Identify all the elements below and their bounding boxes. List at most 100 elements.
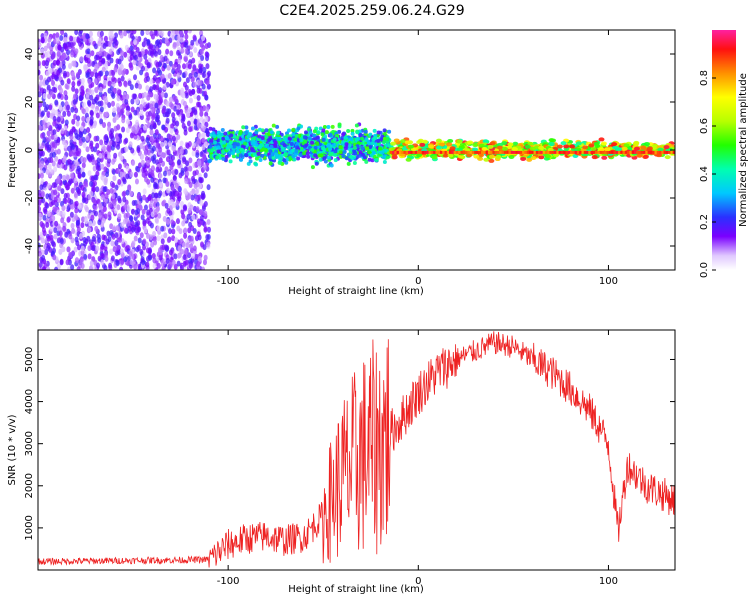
spectrogram-cell [127,80,132,87]
spectrogram-cell [149,103,154,110]
spectrogram-cell [501,141,508,146]
spectrogram-cell [167,141,172,148]
spectrogram-cell [101,66,106,73]
spectrogram-core-cell [592,150,596,154]
spectrogram-cell [96,30,101,37]
spectrogram-cell [162,177,167,184]
spectrogram-core-cell [455,150,459,154]
spectrogram-cell [102,79,107,86]
spectrogram-cell [125,93,130,100]
spectrogram-cell [84,218,89,225]
spectrogram-cell [254,156,259,161]
spectrogram-cell [254,143,259,148]
spectrogram-cell [71,228,76,235]
spectrogram-cell [90,214,95,221]
spectrogram-cell [113,66,118,73]
spectrogram-cell [164,126,169,133]
spectrogram-cell [178,228,183,235]
spectrogram-core-cell [492,150,495,154]
spectrogram-cell [329,163,334,168]
spectrogram-cell [48,124,53,131]
spectrogram-cell [361,152,366,157]
spectrogram-cell [206,184,211,191]
spectrogram-cell [544,154,551,159]
spectrogram-cell [153,30,158,36]
spectrogram-cell [40,110,45,117]
spectrogram-cell [286,145,291,150]
spectrogram-cell [76,80,81,87]
spectrogram-cell [180,167,185,174]
spectrogram-cell [51,151,56,158]
spectrogram-cell [171,135,176,142]
spectrogram-cell [171,64,176,71]
spectrogram-cell [118,80,123,87]
spectrogram-cell [146,114,151,121]
spectrogram-cell [120,259,125,266]
spectrogram-cell [175,109,180,116]
spectrogram-cell [78,95,83,102]
spectrogram-cell [101,234,106,241]
spectrogram-cell [155,84,160,91]
spectrogram-cell [349,137,354,142]
spectrogram-cell [442,153,449,158]
spectrogram-cell [62,157,67,164]
spectrogram-cell [62,111,67,118]
spectrogram-cell [177,158,182,165]
spectrogram-cell [86,99,91,106]
spectrogram-cell [102,205,107,212]
spectrogram-cell [382,159,387,164]
spectrogram-cell [79,125,84,132]
spectrogram-cell [125,212,130,219]
spectrogram-cell [481,146,488,151]
spectrogram-cell [99,118,104,125]
spectrogram-core-cell [515,150,518,154]
spectrogram-cell [54,99,59,106]
spectrogram-cell [43,115,48,122]
spectrogram-cell [273,140,278,145]
spectrogram-core-cell [471,150,475,154]
spectrogram-cell [165,100,170,107]
spectrogram-cell [199,107,204,114]
spectrogram-cell [123,203,128,210]
spectrogram-cell [93,96,98,103]
spectrogram-cell [40,197,45,204]
spectrogram-cell [174,168,179,175]
spectrogram-cell [59,238,64,245]
spectrogram-cell [55,32,60,39]
spectrogram-cell [108,201,113,208]
spectrogram-cell [106,54,111,61]
spectrogram-cell [96,233,101,240]
spectrogram-cell [129,45,134,52]
spectrogram-cell [125,165,130,172]
spectrogram-cell [132,30,137,35]
spectrogram-cell [161,124,166,131]
spectrogram-cell [173,263,178,270]
spectrogram-cell [69,211,74,218]
spectrogram-cell [472,143,479,148]
spectrogram-cell [223,131,228,136]
spectrogram-cell [153,239,158,246]
spectrogram-cell [216,149,221,154]
spectrogram-cell [45,60,50,67]
spectrogram-cell [385,155,390,160]
spectrogram-cell [103,213,108,220]
spectrogram-cell [152,122,157,129]
spectrogram-cell [171,235,176,242]
spectrogram-cell [496,145,503,150]
spectrogram-cell [327,138,332,143]
spectrogram-cell [59,258,64,265]
spectrogram-cell [152,257,157,264]
spectrogram-cell [76,165,81,172]
spectrogram-cell [53,142,58,149]
spectrogram-cell [127,225,132,232]
spectrogram-core-cell [435,150,438,154]
spectrogram-cell [188,165,193,172]
spectrogram-cell [643,141,650,146]
spectrogram-cell [183,227,188,234]
spectrogram-cell [116,95,121,102]
spectrogram-cell [302,151,307,156]
spectrogram-cell [152,67,157,74]
spectrogram-cell [155,78,160,85]
spectrogram-cell [50,240,55,247]
spectrogram-core-cell [581,150,584,154]
